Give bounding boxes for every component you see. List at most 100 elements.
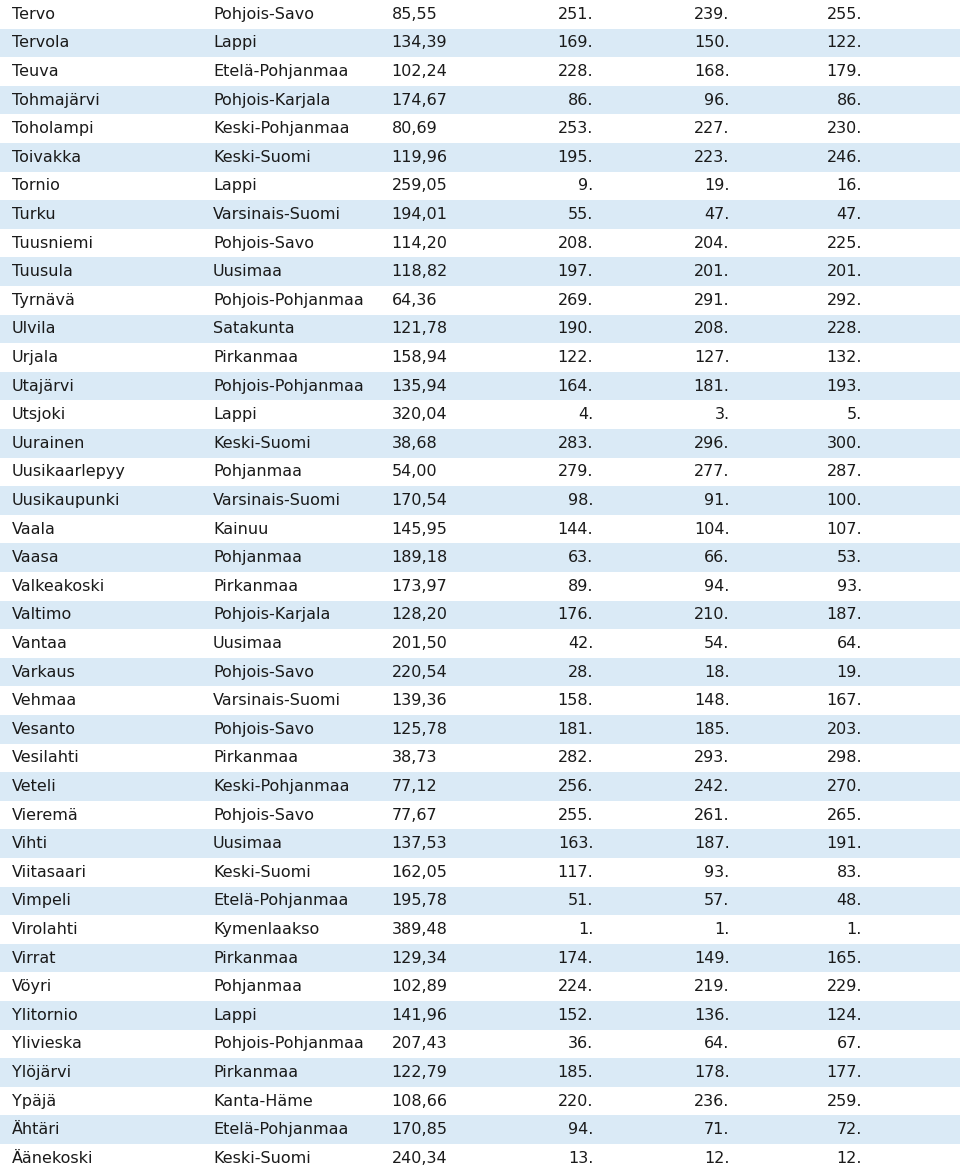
Text: Pohjois-Pohjanmaa: Pohjois-Pohjanmaa	[213, 293, 364, 308]
Text: 204.: 204.	[694, 236, 730, 251]
Text: 185.: 185.	[558, 1065, 593, 1081]
Bar	[0, 1144, 960, 1172]
Text: 94.: 94.	[705, 579, 730, 594]
Bar	[0, 1116, 960, 1144]
Text: 66.: 66.	[705, 550, 730, 565]
Text: Keski-Suomi: Keski-Suomi	[213, 1151, 311, 1166]
Bar	[0, 1029, 960, 1058]
Bar	[0, 515, 960, 544]
Text: 181.: 181.	[558, 722, 593, 737]
Bar	[0, 657, 960, 687]
Text: Tuusniemi: Tuusniemi	[12, 236, 92, 251]
Text: 223.: 223.	[694, 150, 730, 165]
Text: 42.: 42.	[568, 636, 593, 650]
Text: Pohjois-Pohjanmaa: Pohjois-Pohjanmaa	[213, 379, 364, 394]
Text: 1.: 1.	[847, 922, 862, 936]
Text: Ylöjärvi: Ylöjärvi	[12, 1065, 71, 1081]
Text: 12.: 12.	[704, 1151, 730, 1166]
Text: 197.: 197.	[558, 264, 593, 279]
Text: Pohjanmaa: Pohjanmaa	[213, 979, 302, 994]
Text: Pirkanmaa: Pirkanmaa	[213, 950, 299, 966]
Text: 57.: 57.	[705, 893, 730, 908]
Text: Vaala: Vaala	[12, 522, 56, 537]
Text: 170,54: 170,54	[392, 493, 447, 507]
Text: 189,18: 189,18	[392, 550, 448, 565]
Text: 150.: 150.	[694, 35, 730, 50]
Text: 300.: 300.	[827, 436, 862, 451]
Text: 108,66: 108,66	[392, 1093, 447, 1109]
Text: 122,79: 122,79	[392, 1065, 447, 1081]
Text: 38,68: 38,68	[392, 436, 438, 451]
Text: 148.: 148.	[694, 693, 730, 708]
Text: 269.: 269.	[558, 293, 593, 308]
Text: Varsinais-Suomi: Varsinais-Suomi	[213, 207, 341, 222]
Text: 265.: 265.	[827, 808, 862, 823]
Text: Kymenlaakso: Kymenlaakso	[213, 922, 320, 936]
Text: 102,89: 102,89	[392, 979, 447, 994]
Text: Tyrnävä: Tyrnävä	[12, 293, 74, 308]
Text: 122.: 122.	[558, 350, 593, 364]
Text: Vihti: Vihti	[12, 836, 48, 851]
Text: 102,24: 102,24	[392, 64, 447, 79]
Text: 77,12: 77,12	[392, 779, 438, 793]
Text: 219.: 219.	[694, 979, 730, 994]
Text: 67.: 67.	[837, 1036, 862, 1051]
Text: 144.: 144.	[558, 522, 593, 537]
Text: 122.: 122.	[827, 35, 862, 50]
Text: 193.: 193.	[827, 379, 862, 394]
Text: 181.: 181.	[694, 379, 730, 394]
Text: 270.: 270.	[827, 779, 862, 793]
Text: 185.: 185.	[694, 722, 730, 737]
Text: 224.: 224.	[558, 979, 593, 994]
Text: 236.: 236.	[694, 1093, 730, 1109]
Bar	[0, 943, 960, 973]
Text: 187.: 187.	[694, 836, 730, 851]
Text: 89.: 89.	[567, 579, 593, 594]
Text: 201.: 201.	[827, 264, 862, 279]
Bar	[0, 886, 960, 915]
Text: 149.: 149.	[694, 950, 730, 966]
Text: 291.: 291.	[694, 293, 730, 308]
Text: 225.: 225.	[827, 236, 862, 251]
Text: 152.: 152.	[558, 1008, 593, 1023]
Text: 298.: 298.	[827, 750, 862, 765]
Bar	[0, 915, 960, 943]
Text: 86.: 86.	[836, 93, 862, 108]
Text: 158,94: 158,94	[392, 350, 447, 364]
Text: 163.: 163.	[558, 836, 593, 851]
Text: 117.: 117.	[558, 865, 593, 880]
Text: Pirkanmaa: Pirkanmaa	[213, 1065, 299, 1081]
Text: 63.: 63.	[568, 550, 593, 565]
Text: Keski-Suomi: Keski-Suomi	[213, 436, 311, 451]
Text: 53.: 53.	[837, 550, 862, 565]
Bar	[0, 715, 960, 743]
Bar	[0, 1086, 960, 1116]
Text: Pirkanmaa: Pirkanmaa	[213, 350, 299, 364]
Text: 165.: 165.	[827, 950, 862, 966]
Text: Lappi: Lappi	[213, 35, 257, 50]
Text: 47.: 47.	[837, 207, 862, 222]
Text: 13.: 13.	[568, 1151, 593, 1166]
Text: 93.: 93.	[837, 579, 862, 594]
Text: 145,95: 145,95	[392, 522, 447, 537]
Bar	[0, 0, 960, 28]
Text: 127.: 127.	[694, 350, 730, 364]
Text: 255.: 255.	[827, 7, 862, 22]
Text: 259,05: 259,05	[392, 178, 447, 193]
Text: 277.: 277.	[694, 464, 730, 479]
Text: Uusimaa: Uusimaa	[213, 836, 283, 851]
Text: Pohjanmaa: Pohjanmaa	[213, 550, 302, 565]
Text: 168.: 168.	[694, 64, 730, 79]
Bar	[0, 858, 960, 886]
Text: 246.: 246.	[827, 150, 862, 165]
Text: Viitasaari: Viitasaari	[12, 865, 86, 880]
Text: 253.: 253.	[558, 121, 593, 136]
Text: 162,05: 162,05	[392, 865, 447, 880]
Text: 36.: 36.	[568, 1036, 593, 1051]
Text: 54,00: 54,00	[392, 464, 438, 479]
Text: Kainuu: Kainuu	[213, 522, 269, 537]
Bar	[0, 171, 960, 200]
Text: 77,67: 77,67	[392, 808, 438, 823]
Bar	[0, 457, 960, 486]
Text: 91.: 91.	[704, 493, 730, 507]
